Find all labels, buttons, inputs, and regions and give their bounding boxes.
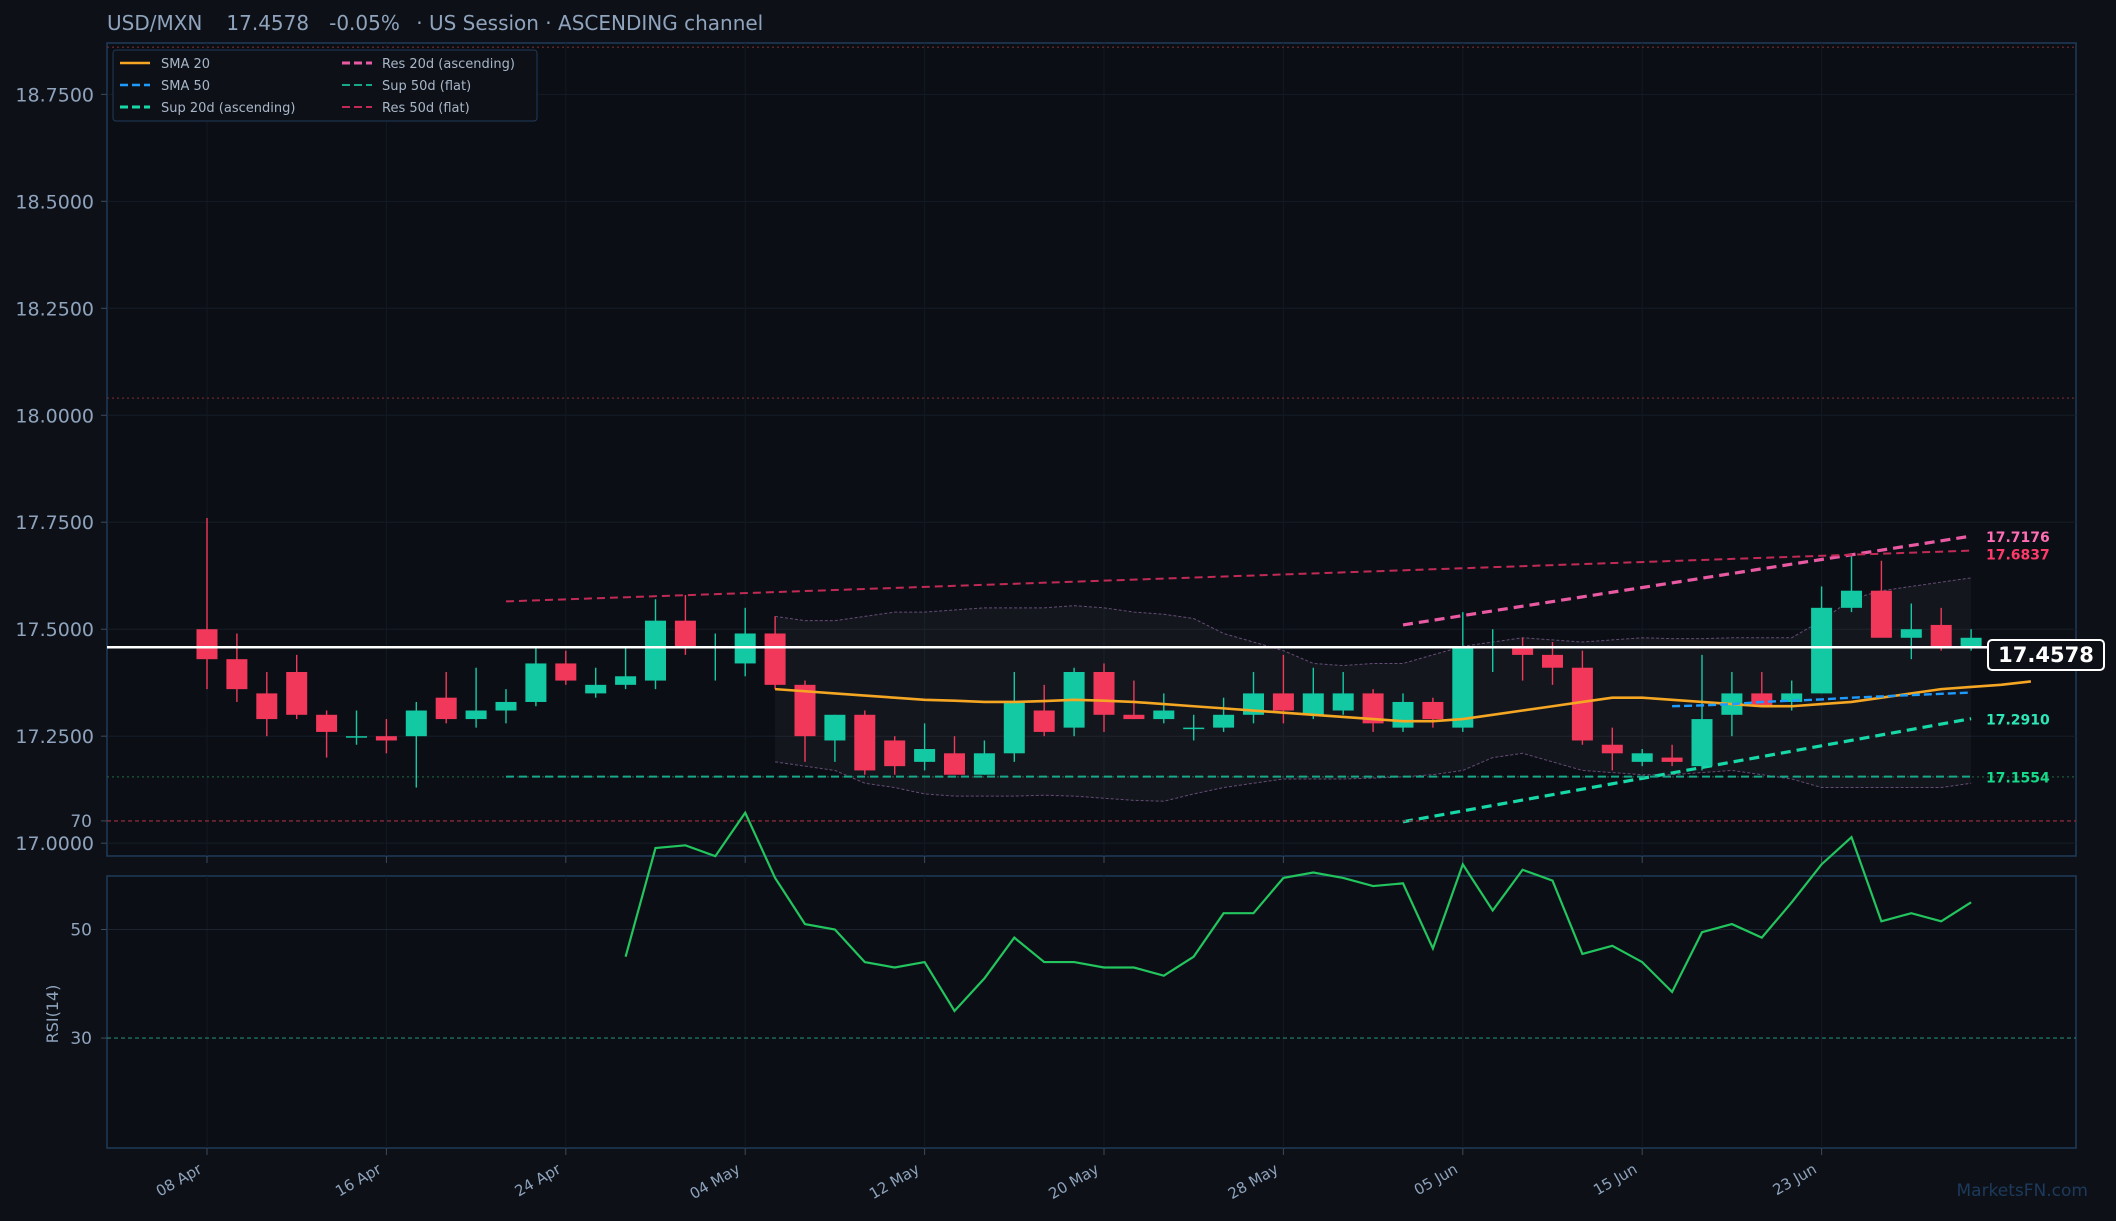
level-label: 17.6837: [1986, 548, 2050, 564]
sma20-line: [775, 680, 2032, 723]
y-tick-label: 17.0000: [15, 833, 94, 855]
legend-sup20: Sup 20d (ascending): [161, 101, 295, 116]
candle-body: [1930, 624, 1952, 647]
candle-body: [824, 714, 846, 741]
legend-sup50: Sup 50d (flat): [382, 79, 471, 94]
candle-body: [1900, 629, 1922, 638]
candle-body: [286, 672, 308, 715]
candle-body: [346, 736, 367, 738]
symbol-label: USD/MXN: [107, 11, 202, 35]
y-tick-label: 17.2500: [15, 726, 94, 748]
candle-body: [1452, 646, 1474, 728]
candle-body: [256, 693, 278, 720]
candle-body: [615, 676, 637, 685]
candle-body: [1841, 590, 1862, 608]
level-label: 17.7176: [1986, 530, 2050, 546]
rsi-y-tick-label: 70: [70, 812, 92, 832]
candle-body: [1691, 719, 1713, 767]
legend-sma50: SMA 50: [161, 79, 210, 94]
rsi-line: [624, 810, 1972, 1013]
candle-body: [1392, 701, 1414, 728]
candle-body: [1631, 753, 1653, 762]
legend-res50: Res 50d (flat): [382, 101, 470, 116]
candle-body: [1571, 667, 1593, 741]
price-panel: [106, 42, 2077, 857]
candle-body: [525, 663, 547, 702]
candle-body: [1781, 693, 1803, 702]
y-tick-label: 18.5000: [15, 191, 94, 213]
y-tick-label: 17.5000: [15, 619, 94, 641]
candle-body: [884, 740, 906, 767]
current-price-value: 17.4578: [1998, 643, 2094, 667]
level-line: [1402, 717, 1972, 824]
candle-body: [1213, 714, 1235, 728]
candle-body: [555, 663, 577, 681]
candle-body: [1422, 701, 1444, 720]
candle-body: [435, 697, 457, 720]
candle-body: [495, 701, 517, 711]
bollinger-upper: [775, 577, 1972, 667]
level-line: [505, 549, 1972, 603]
chart-legend: SMA 20 SMA 50 Sup 20d (ascending) Res 20…: [112, 49, 538, 122]
y-tick-label: 18.7500: [15, 84, 94, 106]
candle-body: [1302, 693, 1324, 715]
legend-res20: Res 20d (ascending): [382, 57, 515, 72]
y-tick-label: 18.2500: [15, 298, 94, 320]
candle-body: [1003, 701, 1025, 754]
candle-body: [1033, 710, 1055, 732]
candle-body: [854, 714, 876, 771]
candle-body: [973, 753, 995, 775]
candle-body: [1123, 714, 1145, 720]
price-label: 17.4578: [226, 11, 309, 35]
candle-body: [1601, 744, 1623, 754]
candle-body: [1362, 693, 1384, 724]
rsi-panel: [106, 875, 2077, 1149]
candle-body: [1960, 637, 1982, 647]
candle-body: [585, 684, 607, 694]
candle-body: [1153, 710, 1175, 720]
candle-body: [1661, 757, 1683, 762]
candle-body: [674, 620, 696, 647]
rsi-axis-label: RSI(14): [43, 985, 62, 1044]
candle-body: [226, 659, 248, 690]
candle-body: [465, 710, 487, 720]
level-label: 17.1554: [1986, 771, 2050, 787]
candle-body: [1332, 693, 1354, 711]
candle-body: [1811, 607, 1833, 694]
candle-body: [1751, 693, 1773, 707]
candle-body: [1272, 693, 1294, 711]
candle-body: [1093, 672, 1115, 715]
candle-body: [1183, 727, 1205, 730]
session-label: US Session: [429, 11, 539, 35]
candle-body: [405, 710, 427, 737]
legend-sma20: SMA 20: [161, 57, 210, 72]
candle-body: [316, 714, 338, 732]
candle-body: [645, 620, 666, 681]
channel-label: ASCENDING channel: [558, 11, 763, 35]
y-tick-label: 18.0000: [15, 405, 94, 427]
change-label: -0.05%: [329, 11, 400, 35]
candle-body: [375, 736, 397, 741]
sma50-line: [1672, 691, 1972, 708]
y-tick-label: 17.7500: [15, 512, 94, 534]
candle-body: [764, 633, 786, 685]
chart-title: USD/MXN 17.4578 -0.05% · US Session · ASCE…: [107, 11, 763, 35]
candle-body: [794, 684, 816, 737]
level-label: 17.2910: [1986, 713, 2050, 729]
candle-body: [1870, 590, 1892, 638]
rsi-y-tick-label: 50: [70, 921, 92, 941]
candle-body: [196, 629, 218, 660]
rsi-y-tick-label: 30: [70, 1029, 92, 1049]
candle-body: [1512, 646, 1534, 655]
candle-body: [914, 749, 936, 762]
candle-body: [1542, 654, 1563, 668]
current-price-tag: 17.4578: [1987, 639, 2105, 671]
candle-body: [944, 753, 965, 775]
watermark: MarketsFN.com: [1956, 1181, 2088, 1201]
